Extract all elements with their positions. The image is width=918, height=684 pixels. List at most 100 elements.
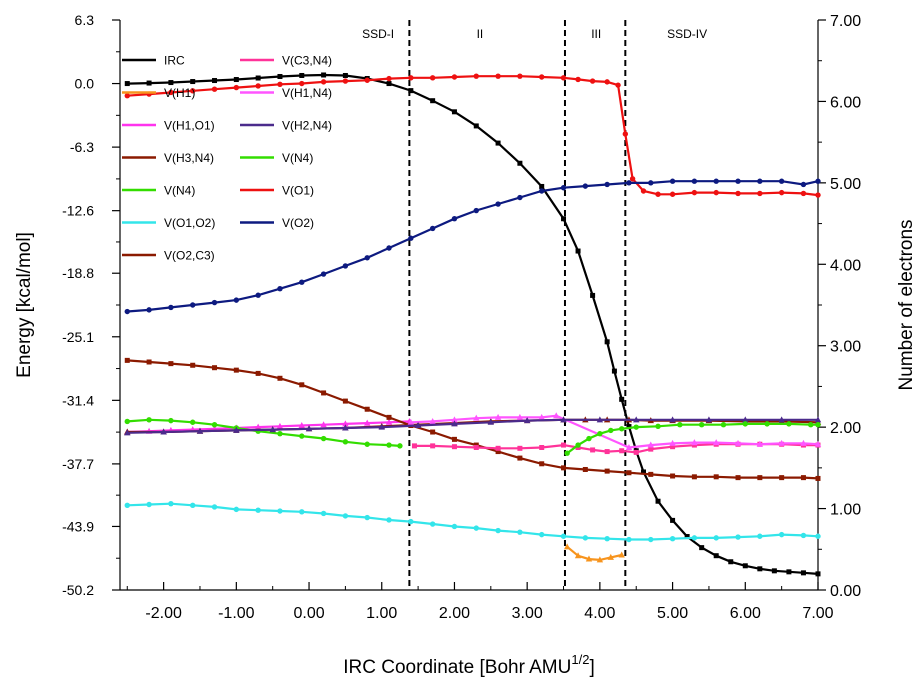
data-point bbox=[641, 469, 646, 475]
x-tick-label: 2.00 bbox=[439, 605, 470, 622]
data-point bbox=[560, 416, 567, 423]
series-line bbox=[127, 420, 410, 434]
legend-item: V(N4) bbox=[240, 151, 313, 165]
data-point bbox=[590, 447, 596, 453]
data-point bbox=[800, 439, 807, 446]
data-point bbox=[124, 93, 130, 99]
legend-label: V(H1,N4) bbox=[282, 86, 332, 100]
data-point bbox=[473, 525, 479, 531]
data-point bbox=[604, 339, 610, 345]
data-point bbox=[655, 191, 661, 197]
data-point bbox=[735, 534, 741, 540]
data-point bbox=[233, 84, 240, 91]
data-point bbox=[684, 534, 690, 540]
data-point bbox=[604, 79, 610, 85]
data-point bbox=[408, 75, 414, 81]
right-tick-label: 1.00 bbox=[830, 502, 861, 519]
data-point bbox=[713, 189, 719, 196]
x-tick-label: 5.00 bbox=[657, 605, 688, 622]
data-point bbox=[146, 501, 152, 508]
series-v-o1- bbox=[124, 73, 821, 198]
data-point bbox=[629, 176, 636, 182]
data-point bbox=[190, 362, 196, 368]
data-point bbox=[814, 440, 822, 447]
x-axis-label-exponent: 1/2 bbox=[571, 652, 589, 667]
data-point bbox=[625, 444, 633, 450]
legend-label: V(N4) bbox=[282, 151, 313, 165]
series-v-h2-n4- bbox=[124, 416, 822, 436]
data-point bbox=[648, 446, 654, 452]
data-point bbox=[539, 445, 545, 450]
data-point bbox=[742, 421, 748, 427]
data-point bbox=[561, 465, 567, 471]
data-point bbox=[619, 448, 625, 454]
data-point bbox=[211, 299, 218, 306]
data-point bbox=[255, 83, 261, 89]
data-point bbox=[735, 178, 741, 184]
data-point bbox=[190, 88, 196, 94]
data-point bbox=[815, 475, 821, 481]
series-line bbox=[566, 545, 622, 562]
data-point bbox=[800, 532, 807, 539]
data-point bbox=[786, 569, 792, 575]
data-point bbox=[586, 435, 592, 442]
data-point bbox=[713, 474, 719, 480]
data-point bbox=[212, 365, 218, 371]
data-point bbox=[364, 77, 370, 83]
data-point bbox=[233, 506, 240, 513]
legend-item: V(O1) bbox=[240, 184, 314, 198]
data-point bbox=[494, 413, 502, 420]
data-point bbox=[386, 442, 392, 448]
series-line bbox=[127, 75, 819, 197]
data-point bbox=[648, 536, 654, 543]
data-point bbox=[146, 417, 152, 423]
data-point bbox=[451, 109, 457, 115]
data-point bbox=[604, 449, 610, 455]
data-point bbox=[233, 367, 239, 373]
left-tick-label: -18.8 bbox=[62, 265, 94, 281]
left-tick-label: -25.1 bbox=[62, 329, 94, 345]
data-point bbox=[277, 375, 283, 381]
data-point bbox=[190, 79, 196, 85]
data-point bbox=[640, 188, 647, 194]
data-point bbox=[778, 189, 785, 196]
y-axis-left-label: Energy [kcal/mol] bbox=[14, 232, 35, 378]
data-point bbox=[670, 473, 676, 479]
data-point bbox=[364, 441, 370, 447]
data-point bbox=[589, 78, 596, 84]
data-point bbox=[574, 552, 582, 559]
data-point bbox=[808, 422, 814, 428]
x-axis-label: IRC Coordinate [Bohr AMU1/2] bbox=[343, 652, 594, 678]
legend-label: V(N4) bbox=[164, 184, 195, 198]
data-point bbox=[414, 422, 422, 429]
data-point bbox=[618, 551, 625, 558]
legend-item: IRC bbox=[122, 54, 185, 68]
series-line bbox=[127, 502, 819, 541]
data-point bbox=[320, 435, 327, 442]
data-point bbox=[626, 424, 632, 430]
data-point bbox=[771, 568, 777, 574]
series-line bbox=[566, 422, 818, 455]
data-point bbox=[342, 398, 348, 404]
region-boundaries: SSD-I II III SSD-IV bbox=[362, 20, 707, 590]
x-tick-label: 6.00 bbox=[730, 605, 761, 622]
legend-label: V(O2) bbox=[282, 216, 314, 230]
data-point bbox=[575, 248, 581, 254]
data-point bbox=[713, 553, 719, 559]
data-point bbox=[320, 271, 327, 277]
legend-item: V(H1,O1) bbox=[122, 119, 215, 133]
data-point bbox=[814, 416, 822, 423]
data-point bbox=[342, 72, 348, 78]
data-point bbox=[386, 81, 392, 87]
data-point bbox=[451, 416, 458, 423]
data-point bbox=[233, 426, 240, 433]
data-point bbox=[429, 75, 436, 81]
data-point bbox=[385, 418, 393, 425]
data-point bbox=[342, 78, 349, 84]
data-point bbox=[146, 307, 152, 313]
data-point bbox=[429, 417, 436, 424]
data-point bbox=[378, 423, 385, 430]
region-label: II bbox=[477, 27, 484, 41]
data-point bbox=[757, 190, 763, 197]
